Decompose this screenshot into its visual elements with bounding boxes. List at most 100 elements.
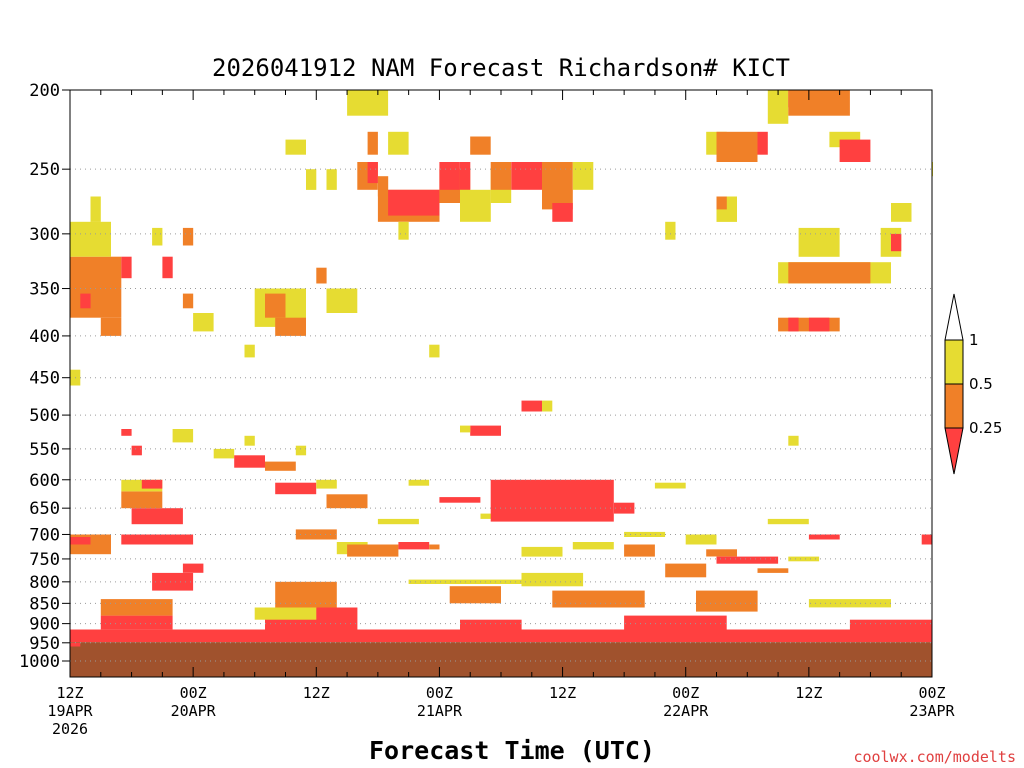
ri-cell-red xyxy=(808,534,840,540)
credit-text: coolwx.com/modelts xyxy=(853,748,1016,766)
ri-cell-red xyxy=(439,162,460,190)
ri-cell-red xyxy=(388,189,440,216)
ri-cell-orange xyxy=(121,491,163,509)
ri-cell-yellow xyxy=(213,448,235,459)
ri-cell-red xyxy=(716,556,779,564)
ri-cell-yellow xyxy=(767,90,789,124)
ri-cell-orange xyxy=(265,461,296,471)
x-tick-label: 00Z xyxy=(426,684,453,702)
ri-cell-yellow xyxy=(665,221,676,240)
ri-cell-red xyxy=(275,482,317,495)
ri-cell-red xyxy=(839,139,871,162)
ri-cell-red xyxy=(182,563,204,573)
x-tick-label: 00Z xyxy=(918,684,945,702)
ri-cell-yellow xyxy=(244,435,255,446)
y-axis: 200 250 300 350 400 450 500 550 600 650 700 750 8008… xyxy=(19,81,70,672)
ground-layer xyxy=(70,642,932,677)
x-tick-label: 00Z xyxy=(672,684,699,702)
ri-cell-red xyxy=(367,162,378,184)
ri-cell-red xyxy=(511,162,543,190)
legend-label: 1 xyxy=(969,331,979,349)
x-tick-label: 12Z xyxy=(795,684,822,702)
ri-cell-yellow xyxy=(90,196,101,222)
ri-cell-orange xyxy=(429,544,440,550)
legend-label: 0.5 xyxy=(969,375,993,393)
legend-swatch-0.25-0.5 xyxy=(944,383,964,429)
ri-cell-red xyxy=(624,615,727,631)
ri-cell-yellow xyxy=(388,131,409,155)
ri-cell-orange xyxy=(265,293,286,318)
y-tick-label: 950 xyxy=(29,634,60,654)
ri-cell-red xyxy=(921,534,932,545)
ri-cell-red xyxy=(162,256,173,279)
ri-cell-yellow xyxy=(572,162,594,190)
ri-cell-red xyxy=(100,615,173,630)
ri-cell-orange xyxy=(100,317,122,336)
ri-cell-red xyxy=(613,502,635,514)
x-tick-label: 23APR xyxy=(909,702,955,720)
ri-cell-red xyxy=(439,497,481,503)
ri-cell-orange xyxy=(696,590,758,612)
ri-cell-red xyxy=(152,572,194,591)
y-tick-label: 650 xyxy=(29,499,60,519)
legend-swatch-below-0.25 xyxy=(944,427,964,475)
y-tick-label: 750 xyxy=(29,550,60,570)
ri-cell-yellow xyxy=(788,556,820,562)
x-tick-label: 22APR xyxy=(663,702,709,720)
ri-cell-orange xyxy=(275,317,306,336)
y-tick-label: 800 xyxy=(29,573,60,593)
ri-cell-orange xyxy=(542,162,573,210)
y-tick-label: 700 xyxy=(29,525,60,545)
ri-cell-orange xyxy=(665,563,707,578)
y-tick-label: 600 xyxy=(29,471,60,491)
legend-label: 0.25 xyxy=(969,419,1002,437)
ri-cell-red xyxy=(788,317,799,332)
y-tick-label: 350 xyxy=(29,280,60,300)
ri-cell-yellow xyxy=(654,482,686,489)
ri-cell-yellow xyxy=(891,203,912,222)
ri-cell-orange xyxy=(788,262,871,284)
y-tick-label: 250 xyxy=(29,160,60,180)
ri-cell-yellow xyxy=(326,169,337,190)
ri-cell-orange xyxy=(295,529,337,540)
ri-cell-red xyxy=(131,445,142,456)
ri-cell-yellow xyxy=(808,599,891,608)
y-tick-label: 500 xyxy=(29,406,60,426)
ri-cell-red xyxy=(460,619,522,630)
ri-cell-orange xyxy=(100,599,173,616)
ri-cell-yellow xyxy=(285,139,306,155)
ri-cell-yellow xyxy=(521,546,563,557)
ri-cell-yellow xyxy=(685,534,717,545)
ri-cell-red xyxy=(80,293,91,309)
data-cells xyxy=(70,90,933,677)
x-tick-label: 20APR xyxy=(171,702,217,720)
ri-cell-red xyxy=(808,317,830,332)
ri-cell-yellow xyxy=(572,542,614,550)
ri-cell-red xyxy=(757,131,768,155)
ri-cell-orange xyxy=(326,494,368,509)
ri-cell-orange xyxy=(778,317,840,332)
ri-cell-red xyxy=(70,629,932,643)
ri-cell-yellow xyxy=(326,288,358,313)
y-tick-label: 1000 xyxy=(19,652,60,672)
ri-cell-orange xyxy=(716,131,758,162)
ri-cell-red xyxy=(490,479,614,522)
ri-cell-red xyxy=(121,429,132,436)
ri-cell-red xyxy=(470,425,501,436)
legend-swatch-0.5-1 xyxy=(944,339,964,385)
y-tick-label: 300 xyxy=(29,225,60,245)
ri-cell-yellow xyxy=(788,435,799,446)
x-tick-label: 19APR xyxy=(47,702,93,720)
ri-cell-orange xyxy=(377,176,389,197)
ri-cell-orange xyxy=(367,131,378,155)
y-tick-label: 400 xyxy=(29,327,60,347)
ri-cell-red xyxy=(849,619,932,631)
ri-cell-orange xyxy=(182,293,194,309)
y-tick-label: 200 xyxy=(29,81,60,101)
x-tick-label: 12Z xyxy=(56,684,83,702)
ri-cell-orange xyxy=(757,568,789,573)
ri-cell-red xyxy=(70,642,81,647)
legend: 0.25 0.5 1 xyxy=(944,293,1002,475)
